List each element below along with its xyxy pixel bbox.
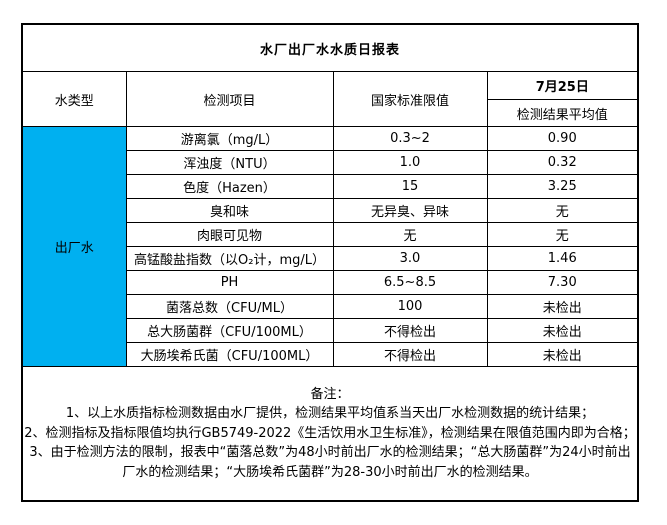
table-row: 色度（Hazen） 15 3.25: [22, 174, 639, 199]
result-cell: 0.90: [486, 126, 639, 151]
limit-cell: 不得检出: [332, 318, 488, 343]
header-row: 水类型 检测项目 国家标准限值 7月25日: [21, 71, 639, 127]
item-cell: 肉眼可见物: [125, 222, 334, 247]
result-cell: 未检出: [486, 294, 639, 319]
water-quality-table: 水厂出厂水水质日报表 水类型 检测项目 国家标准限值 7月25日 检测结果平均值…: [21, 23, 640, 502]
result-cell: 7.30: [486, 270, 639, 295]
limit-cell: 3.0: [332, 246, 488, 271]
limit-cell: 无异臭、异味: [332, 198, 488, 223]
table-row: 出厂水 游离氯（mg/L） 0.3~2 0.90: [21, 126, 639, 367]
notes-label: 备注：: [310, 386, 350, 402]
col-header-limit: 国家标准限值: [332, 71, 488, 127]
result-cell: 3.25: [486, 174, 639, 199]
table-row: 高锰酸盐指数（以O₂计，mg/L） 3.0 1.46: [22, 246, 639, 271]
note-item-2: 2、检测指标及指标限值均执行GB5749-2022《生活饮用水卫生标准》，检测结…: [24, 425, 636, 441]
note-item-1: 1、以上水质指标检测数据由水厂提供，检测结果平均值系当天出厂水检测数据的统计结果…: [65, 406, 595, 422]
result-cell: 未检出: [486, 318, 639, 343]
limit-cell: 无: [332, 222, 488, 247]
table-row: 臭和味 无异臭、异味 无: [22, 198, 639, 223]
notes-row: 备注： 1、以上水质指标检测数据由水厂提供，检测结果平均值系当天出厂水检测数据的…: [21, 366, 639, 502]
col-header-water-type: 水类型: [21, 71, 127, 127]
table-row: 菌落总数（CFU/ML） 100 未检出: [22, 294, 639, 319]
table-row: 大肠埃希氏菌（CFU/100ML） 不得检出 未检出: [22, 342, 639, 367]
title-row: 水厂出厂水水质日报表: [21, 23, 639, 72]
limit-cell: 0.3~2: [332, 126, 488, 151]
table-row: 浑浊度（NTU） 1.0 0.32: [22, 150, 639, 175]
note-item-3: 3、由于检测方法的限制，报表中“菌落总数”为48小时前出厂水的检测结果；“总大肠…: [29, 445, 631, 480]
result-cell: 0.32: [486, 150, 639, 175]
item-cell: 总大肠菌群（CFU/100ML）: [125, 318, 334, 343]
notes-section: 备注： 1、以上水质指标检测数据由水厂提供，检测结果平均值系当天出厂水检测数据的…: [21, 366, 639, 502]
result-cell: 未检出: [486, 342, 639, 367]
result-cell: 无: [486, 198, 639, 223]
item-cell: 菌落总数（CFU/ML）: [125, 294, 334, 319]
result-cell: 无: [486, 222, 639, 247]
item-cell: 游离氯（mg/L）: [125, 126, 334, 151]
limit-cell: 不得检出: [332, 342, 488, 367]
item-cell: 大肠埃希氏菌（CFU/100ML）: [125, 342, 334, 367]
col-header-result: 检测结果平均值: [486, 99, 639, 127]
table-row: 肉眼可见物 无 无: [22, 222, 639, 247]
col-header-item: 检测项目: [125, 71, 334, 127]
table-row: PH 6.5~8.5 7.30: [22, 270, 639, 295]
water-type-cell: 出厂水: [21, 126, 127, 367]
limit-cell: 15: [332, 174, 488, 199]
item-cell: 臭和味: [125, 198, 334, 223]
table-row: 总大肠菌群（CFU/100ML） 不得检出 未检出: [22, 318, 639, 343]
limit-cell: 1.0: [332, 150, 488, 175]
header-subrow: 检测结果平均值: [22, 99, 639, 127]
item-cell: 浑浊度（NTU）: [125, 150, 334, 175]
item-cell: PH: [125, 270, 334, 295]
limit-cell: 100: [332, 294, 488, 319]
report-title: 水厂出厂水水质日报表: [21, 23, 639, 72]
report-date: 7月25日: [486, 71, 639, 100]
item-cell: 高锰酸盐指数（以O₂计，mg/L）: [125, 246, 334, 271]
limit-cell: 6.5~8.5: [332, 270, 488, 295]
result-cell: 1.46: [486, 246, 639, 271]
item-cell: 色度（Hazen）: [125, 174, 334, 199]
